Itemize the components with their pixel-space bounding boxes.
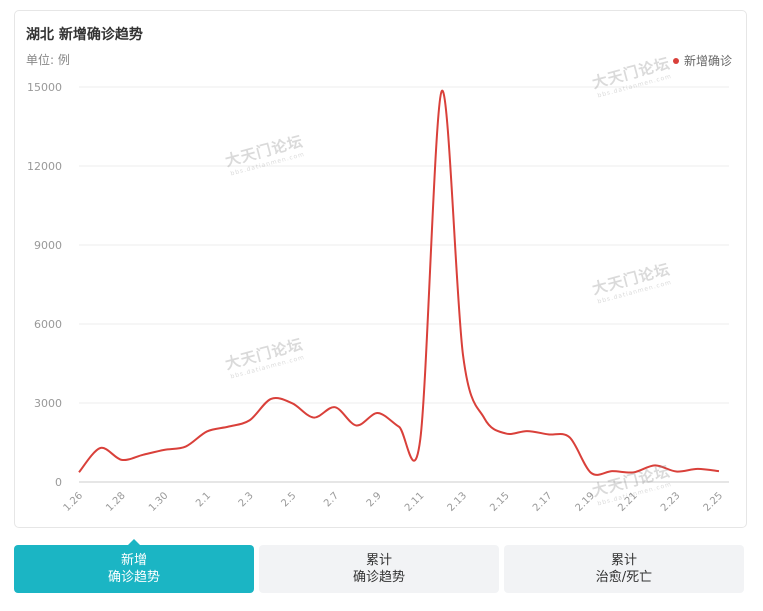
x-tick-label: 2.17 — [531, 490, 555, 514]
tab-line2: 确诊趋势 — [107, 570, 160, 585]
y-tick-label: 15000 — [27, 81, 62, 94]
line-chart: 0 3000 6000 9000 12000 15000 1.26 1.28 1.30 2.1 2… — [27, 81, 729, 514]
grid-lines — [79, 86, 729, 483]
x-tick-label: 2.21 — [616, 490, 640, 514]
y-tick-label: 3000 — [34, 397, 62, 410]
x-tick-label: 2.1 — [194, 490, 213, 509]
x-tick-label: 2.25 — [702, 490, 726, 514]
legend-label: 新增确诊 — [683, 54, 732, 68]
x-tick-label: 2.23 — [659, 490, 683, 514]
tab-line1: 累计 — [365, 553, 392, 568]
legend[interactable]: 新增确诊 — [672, 52, 732, 69]
x-tick-label: 2.3 — [237, 490, 256, 509]
tab-line1: 新增 — [120, 553, 147, 568]
tab-line1: 累计 — [610, 553, 637, 568]
y-tick-label: 0 — [55, 476, 62, 489]
x-tick-label: 2.7 — [322, 490, 341, 509]
tab-cumulative-confirmed-trend[interactable]: 累计 确诊趋势 — [259, 545, 499, 593]
tab-bar: 新增 确诊趋势 累计 确诊趋势 累计 治愈/死亡 — [14, 539, 744, 593]
y-tick-label: 6000 — [34, 318, 62, 331]
y-tick-labels: 0 3000 6000 9000 12000 15000 — [27, 81, 62, 489]
tab-cumulative-cured-dead[interactable]: 累计 治愈/死亡 — [504, 545, 744, 593]
tab-line2: 治愈/死亡 — [595, 570, 653, 585]
chart-card: 湖北 新增确诊趋势 单位: 例 新增确诊 0 3000 6000 9000 12000 1… — [14, 10, 747, 528]
x-tick-label: 2.5 — [279, 490, 298, 509]
chart-title: 湖北 新增确诊趋势 — [26, 27, 143, 43]
x-tick-label: 2.11 — [403, 490, 427, 514]
y-tick-label: 9000 — [34, 239, 62, 252]
legend-dot-icon — [672, 57, 679, 64]
x-tick-label: 2.13 — [446, 490, 470, 514]
unit-label: 单位: 例 — [26, 53, 70, 67]
x-tick-label: 2.19 — [574, 490, 598, 514]
x-tick-label: 1.30 — [147, 490, 171, 514]
x-tick-labels: 1.26 1.28 1.30 2.1 2.3 2.5 2.7 2.9 2.11 2.13 2.15 2… — [62, 490, 726, 514]
active-caret-icon — [128, 539, 140, 545]
tab-line2: 确诊趋势 — [352, 570, 405, 585]
tab-new-confirmed-trend[interactable]: 新增 确诊趋势 — [14, 539, 254, 593]
x-tick-label: 1.26 — [62, 490, 86, 514]
y-tick-label: 12000 — [27, 160, 62, 173]
x-tick-label: 2.15 — [488, 490, 512, 514]
x-tick-label: 2.9 — [365, 490, 384, 509]
series-line — [78, 90, 720, 476]
x-tick-label: 1.28 — [104, 490, 128, 514]
